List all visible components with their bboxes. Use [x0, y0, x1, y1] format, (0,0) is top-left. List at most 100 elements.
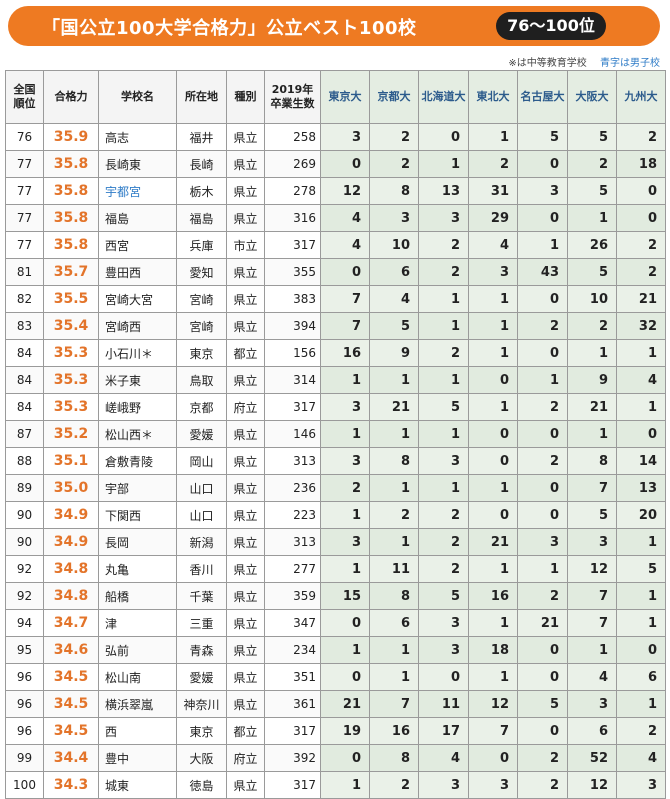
osaka-count-cell: 1: [567, 420, 617, 448]
tohoku-count-cell: 1: [468, 312, 518, 340]
school-name-cell: 高志: [98, 123, 177, 151]
score-cell: 34.8: [43, 555, 99, 583]
tohoku-count-cell: 16: [468, 582, 518, 610]
kyoto-count-cell: 3: [369, 204, 419, 232]
header-tokyo: 東京大: [320, 70, 370, 124]
tokyo-count-cell: 3: [320, 528, 370, 556]
school-name-cell: 福島: [98, 204, 177, 232]
hokkaido-count-cell: 1: [418, 150, 469, 178]
location-cell: 香川: [176, 555, 227, 583]
score-cell: 35.2: [43, 420, 99, 448]
tokyo-count-cell: 3: [320, 393, 370, 421]
tokyo-count-cell: 0: [320, 663, 370, 691]
rank-cell: 77: [5, 177, 44, 205]
header-graduates: 2019年 卒業生数: [264, 70, 321, 124]
title-banner: 「国公立100大学合格力」公立ベスト100校 76～100位: [8, 6, 660, 46]
location-cell: 宮崎: [176, 285, 227, 313]
tohoku-count-cell: 1: [468, 393, 518, 421]
graduates-cell: 313: [264, 447, 321, 475]
table-row: 84 35.3 嵯峨野 京都 府立 317 3 21 5 1 2 21 1: [5, 393, 666, 421]
kyushu-count-cell: 1: [616, 393, 666, 421]
rank-cell: 89: [5, 474, 44, 502]
tokyo-count-cell: 12: [320, 177, 370, 205]
location-cell: 大阪: [176, 744, 227, 772]
nagoya-count-cell: 2: [517, 771, 568, 799]
tokyo-count-cell: 7: [320, 312, 370, 340]
nagoya-count-cell: 2: [517, 393, 568, 421]
kyoto-count-cell: 2: [369, 123, 419, 151]
tohoku-count-cell: 1: [468, 555, 518, 583]
nagoya-count-cell: 2: [517, 312, 568, 340]
type-cell: 府立: [226, 393, 265, 421]
nagoya-count-cell: 2: [517, 744, 568, 772]
school-name-cell: 嵯峨野: [98, 393, 177, 421]
hokkaido-count-cell: 0: [418, 663, 469, 691]
osaka-count-cell: 8: [567, 447, 617, 475]
table-row: 92 34.8 丸亀 香川 県立 277 1 11 2 1 1 12 5: [5, 555, 666, 583]
kyushu-count-cell: 32: [616, 312, 666, 340]
graduates-cell: 234: [264, 636, 321, 664]
kyoto-count-cell: 2: [369, 501, 419, 529]
osaka-count-cell: 5: [567, 123, 617, 151]
nagoya-count-cell: 1: [517, 366, 568, 394]
nagoya-count-cell: 0: [517, 717, 568, 745]
kyoto-count-cell: 1: [369, 528, 419, 556]
location-cell: 東京: [176, 339, 227, 367]
rank-cell: 88: [5, 447, 44, 475]
graduates-cell: 351: [264, 663, 321, 691]
type-cell: 県立: [226, 447, 265, 475]
nagoya-count-cell: 0: [517, 285, 568, 313]
location-cell: 新潟: [176, 528, 227, 556]
nagoya-count-cell: 0: [517, 663, 568, 691]
nagoya-count-cell: 0: [517, 636, 568, 664]
tokyo-count-cell: 0: [320, 258, 370, 286]
table-row: 76 35.9 高志 福井 県立 258 3 2 0 1 5 5 2: [5, 123, 666, 151]
school-name-cell: 宇部: [98, 474, 177, 502]
location-cell: 東京: [176, 717, 227, 745]
type-cell: 県立: [226, 204, 265, 232]
nagoya-count-cell: 0: [517, 150, 568, 178]
tokyo-count-cell: 1: [320, 366, 370, 394]
tokyo-count-cell: 0: [320, 744, 370, 772]
table-row: 90 34.9 下関西 山口 県立 223 1 2 2 0 0 5 20: [5, 501, 666, 529]
kyushu-count-cell: 4: [616, 744, 666, 772]
osaka-count-cell: 7: [567, 609, 617, 637]
header-rank: 全国 順位: [5, 70, 44, 124]
note-boys-school: 青字は男子校: [600, 58, 660, 69]
school-name-cell: 宇都宮: [98, 177, 177, 205]
osaka-count-cell: 1: [567, 636, 617, 664]
graduates-cell: 314: [264, 366, 321, 394]
kyushu-count-cell: 2: [616, 123, 666, 151]
graduates-cell: 236: [264, 474, 321, 502]
rank-cell: 90: [5, 501, 44, 529]
location-cell: 愛知: [176, 258, 227, 286]
school-name-cell: 津: [98, 609, 177, 637]
graduates-cell: 317: [264, 717, 321, 745]
type-cell: 県立: [226, 528, 265, 556]
osaka-count-cell: 6: [567, 717, 617, 745]
graduates-cell: 347: [264, 609, 321, 637]
hokkaido-count-cell: 3: [418, 447, 469, 475]
table-row: 77 35.8 福島 福島 県立 316 4 3 3 29 0 1 0: [5, 204, 666, 232]
tokyo-count-cell: 0: [320, 609, 370, 637]
rank-cell: 96: [5, 690, 44, 718]
table-row: 77 35.8 長崎東 長崎 県立 269 0 2 1 2 0 2 18: [5, 150, 666, 178]
location-cell: 鳥取: [176, 366, 227, 394]
osaka-count-cell: 1: [567, 339, 617, 367]
table-row: 83 35.4 宮崎西 宮崎 県立 394 7 5 1 1 2 2 32: [5, 312, 666, 340]
nagoya-count-cell: 1: [517, 231, 568, 259]
rank-cell: 96: [5, 717, 44, 745]
rank-cell: 94: [5, 609, 44, 637]
type-cell: 都立: [226, 717, 265, 745]
kyushu-count-cell: 0: [616, 420, 666, 448]
graduates-cell: 156: [264, 339, 321, 367]
kyoto-count-cell: 8: [369, 177, 419, 205]
nagoya-count-cell: 5: [517, 690, 568, 718]
type-cell: 県立: [226, 177, 265, 205]
tohoku-count-cell: 1: [468, 663, 518, 691]
hokkaido-count-cell: 1: [418, 474, 469, 502]
nagoya-count-cell: 3: [517, 528, 568, 556]
graduates-cell: 278: [264, 177, 321, 205]
location-cell: 兵庫: [176, 231, 227, 259]
tohoku-count-cell: 0: [468, 366, 518, 394]
